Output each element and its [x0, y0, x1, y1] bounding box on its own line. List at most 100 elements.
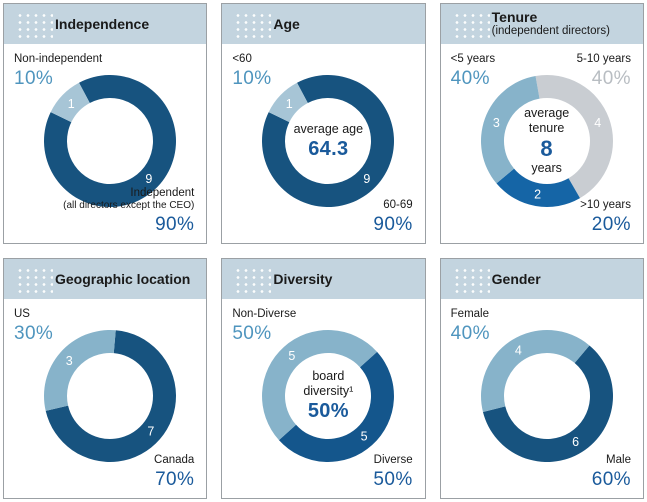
slice-count-label: 5 — [289, 349, 296, 363]
slice-count-label: 6 — [572, 435, 579, 449]
donut-slice — [480, 76, 540, 184]
slice-count-label: 3 — [66, 354, 73, 368]
donut-slice — [279, 351, 395, 462]
slice-count-label: 3 — [492, 116, 499, 130]
label-percent: 40% — [450, 68, 490, 89]
panel-subtitle: (independent directors) — [491, 25, 610, 37]
donut-slice — [269, 82, 309, 123]
label-percent: 10% — [14, 68, 54, 89]
slice-count-label: 1 — [286, 97, 293, 111]
label-name: <5 years — [450, 53, 496, 65]
label-canada: Canada 70% — [154, 453, 194, 492]
label-percent: 20% — [591, 214, 631, 235]
label-name: Female — [450, 308, 490, 320]
label-name: Non-Diverse — [232, 308, 297, 320]
dots-pattern-icon — [233, 266, 272, 293]
label-name: Non-independent — [14, 53, 103, 65]
slice-count-label: 2 — [534, 188, 541, 202]
slice-count-label: 9 — [364, 172, 371, 186]
slice-count-label: 7 — [147, 425, 154, 439]
dots-pattern-icon — [451, 11, 490, 38]
donut-slice — [262, 330, 378, 441]
donut-slice — [44, 75, 177, 208]
label-over-10-years: >10 years 20% — [580, 198, 631, 237]
donut-svg: 73 — [43, 329, 176, 462]
label-name: >10 years — [580, 199, 631, 211]
label-under-60: <60 10% — [232, 52, 271, 91]
slice-count-label: 1 — [68, 97, 75, 111]
label-name: 5-10 years — [576, 53, 631, 65]
donut-svg: 91 — [262, 75, 395, 208]
donut-svg: 91 — [44, 75, 177, 208]
donut-slice — [45, 330, 176, 462]
label-60-69: 60-69 90% — [373, 198, 412, 237]
panel-title: Age — [273, 15, 300, 32]
donut-slice — [482, 345, 613, 463]
label-percent: 50% — [232, 323, 272, 344]
label-non-independent: Non-independent 10% — [14, 52, 102, 91]
label-percent: 60% — [591, 469, 631, 490]
label-percent: 90% — [373, 214, 413, 235]
label-percent: 30% — [14, 323, 54, 344]
label-percent: 50% — [373, 469, 413, 490]
donut-slice — [262, 75, 395, 208]
label-percent: 70% — [155, 469, 195, 490]
label-independent: Independent (all directors except the CE… — [63, 186, 194, 237]
panel-header-geographic-location: Geographic location — [4, 259, 207, 299]
panel-title: Independence — [55, 15, 150, 32]
dots-pattern-icon — [451, 266, 490, 293]
slice-count-label: 4 — [515, 344, 522, 358]
label-non-diverse: Non-Diverse 50% — [232, 307, 296, 346]
slice-count-label: 9 — [145, 172, 152, 186]
panel-title: Gender — [491, 270, 541, 287]
donut-slice — [496, 168, 580, 208]
donut-slice — [535, 74, 613, 199]
panel-header-diversity: Diversity — [222, 259, 425, 299]
donut-svg: 55 — [262, 330, 395, 462]
donut-slice — [480, 330, 590, 412]
panel-header-age: Age — [222, 4, 425, 44]
donut-svg: 4 2 3 — [480, 74, 613, 208]
dots-pattern-icon — [233, 11, 272, 38]
label-name: US — [14, 308, 30, 320]
label-percent: 40% — [591, 68, 631, 89]
donut-slice — [50, 82, 90, 123]
label-percent: 40% — [450, 323, 490, 344]
label-name: Independent — [130, 187, 195, 199]
slice-count-label: 4 — [594, 116, 601, 130]
panel-header-gender: Gender — [440, 259, 643, 299]
donut-svg: 64 — [480, 330, 613, 463]
label-5-10-years: 5-10 years 40% — [577, 52, 631, 91]
dots-pattern-icon — [15, 11, 53, 38]
panel-header-independence: Independence — [4, 4, 207, 44]
label-name: 60-69 — [383, 199, 413, 211]
label-name: Diverse — [373, 454, 413, 466]
label-name: <60 — [232, 53, 252, 65]
slice-count-label: 5 — [361, 429, 368, 443]
label-female: Female 40% — [451, 307, 490, 346]
label-diverse: Diverse 50% — [373, 453, 412, 492]
panel-tenure: Tenure (independent directors) <5 years … — [439, 3, 644, 244]
label-percent: 10% — [232, 68, 272, 89]
panel-title: Tenure — [491, 9, 538, 25]
label-under-5-years: <5 years 40% — [451, 52, 495, 91]
label-subtext: (all directors except the CEO) — [63, 200, 195, 211]
label-name: Canada — [154, 454, 195, 466]
panel-title: Diversity — [273, 270, 333, 287]
label-male: Male 60% — [592, 453, 631, 492]
